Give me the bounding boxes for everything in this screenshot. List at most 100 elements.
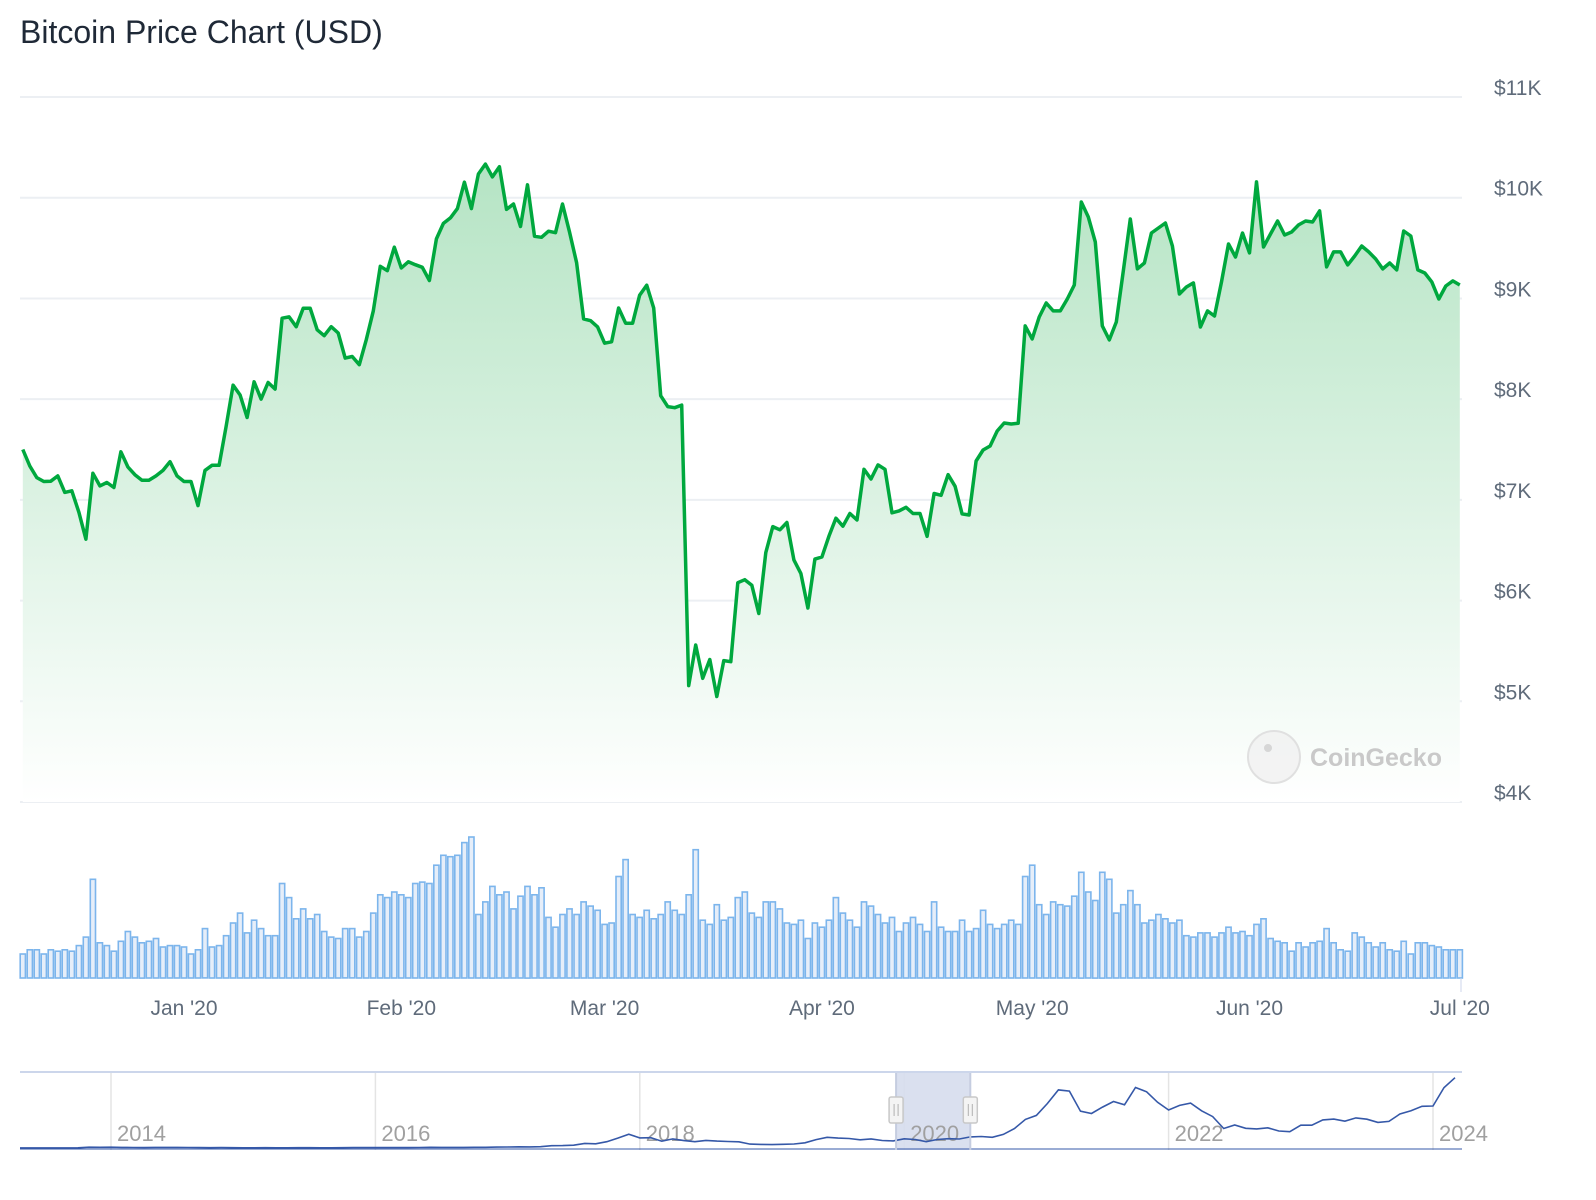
y-axis-labels: $11K $10K $9K $8K $7K $6K $5K $4K xyxy=(1494,77,1543,805)
volume-bar xyxy=(748,912,756,979)
volume-bar xyxy=(888,916,896,979)
price-line xyxy=(21,162,1461,699)
volume-bar xyxy=(1428,944,1436,979)
volume-bar xyxy=(411,882,419,979)
volume-bar xyxy=(1442,948,1450,979)
volume-bar xyxy=(460,841,468,979)
volume-bar xyxy=(923,930,931,979)
volume-bar xyxy=(559,913,566,979)
volume-bar xyxy=(264,934,272,979)
volume-bar xyxy=(615,875,622,979)
navigator-line xyxy=(20,1077,1456,1149)
volume-bar xyxy=(1176,919,1183,979)
volume-bar xyxy=(531,893,538,979)
volume-bar xyxy=(327,936,335,979)
volume-bar xyxy=(755,916,763,979)
y-tick-label: $7K xyxy=(1494,480,1531,503)
volume-bar xyxy=(159,946,167,979)
volume-bar xyxy=(292,917,300,979)
volume-bar xyxy=(685,893,693,979)
volume-bar xyxy=(552,926,559,979)
volume-bar xyxy=(467,836,475,979)
volume-bar xyxy=(811,922,819,979)
volume-bar xyxy=(524,885,531,979)
navigator-year-label: 2016 xyxy=(381,1121,430,1146)
volume-bar xyxy=(510,908,517,979)
navigator-selection[interactable] xyxy=(896,1073,971,1150)
volume-bar xyxy=(33,948,41,979)
volume-bar xyxy=(166,944,174,979)
volume-bar xyxy=(979,909,987,979)
volume-bar xyxy=(1148,919,1155,979)
coingecko-watermark: CoinGecko xyxy=(1247,730,1442,784)
y-tick-label: $11K xyxy=(1494,77,1542,100)
volume-bar xyxy=(699,919,707,979)
volume-bar xyxy=(446,855,454,979)
volume-bar xyxy=(944,930,952,979)
volume-bar xyxy=(1141,922,1148,979)
volume-bars xyxy=(19,836,1464,979)
volume-bar xyxy=(846,919,854,979)
navigator-right-handle[interactable] xyxy=(962,1073,979,1150)
volume-bar xyxy=(145,940,153,979)
volume-bar xyxy=(1155,913,1162,979)
volume-bar xyxy=(453,854,461,979)
volume-bar xyxy=(580,901,587,979)
volume-bar xyxy=(96,941,104,979)
volume-bar xyxy=(1127,889,1134,979)
volume-bar xyxy=(229,922,237,979)
volume-bar xyxy=(1211,936,1218,979)
volume-bar xyxy=(1414,941,1422,979)
volume-bar xyxy=(1239,930,1246,979)
volume-bar xyxy=(348,927,356,979)
volume-bar xyxy=(1253,923,1260,979)
handle-grip-icon[interactable] xyxy=(962,1096,979,1124)
navigator-year-label: 2022 xyxy=(1175,1121,1224,1146)
volume-bar xyxy=(1000,923,1008,979)
volume-bar xyxy=(692,848,700,979)
volume-bar xyxy=(1063,905,1071,979)
x-tick-label: Jun '20 xyxy=(1216,997,1283,1020)
volume-bar xyxy=(608,922,615,979)
volume-bar xyxy=(341,927,349,979)
navigator-left-handle[interactable] xyxy=(888,1073,904,1150)
volume-bar xyxy=(19,953,27,979)
volume-bar xyxy=(390,891,398,979)
volume-bar xyxy=(1281,941,1288,979)
volume-bar xyxy=(1056,903,1064,979)
volume-bar xyxy=(306,917,314,979)
volume-bar xyxy=(1183,934,1190,979)
volume-bar xyxy=(1295,941,1302,979)
volume-bar xyxy=(762,901,770,979)
navigator-year-label: 2014 xyxy=(117,1121,166,1146)
volume-bar xyxy=(650,917,658,979)
handle-grip-icon[interactable] xyxy=(888,1096,904,1124)
volume-bar xyxy=(874,913,882,979)
volume-bar xyxy=(1169,922,1176,979)
volume-bar xyxy=(1077,871,1085,979)
volume-bar xyxy=(657,913,665,979)
volume-bar xyxy=(1267,937,1274,979)
volume-bar xyxy=(629,913,636,979)
volume-bar xyxy=(881,922,889,979)
volume-bar xyxy=(503,891,510,979)
volume-bar xyxy=(1309,941,1316,979)
navigator-year-label: 2018 xyxy=(646,1121,695,1146)
volume-bar xyxy=(1449,948,1457,979)
y-tick-label: $6K xyxy=(1494,581,1531,604)
volume-bar xyxy=(706,923,714,979)
volume-bar xyxy=(1456,948,1464,979)
volume-bar xyxy=(1337,948,1344,979)
navigator-points xyxy=(20,1078,1455,1148)
navigator[interactable]: 2014 2016 2018 2020 2022 2024 xyxy=(20,1071,1488,1150)
volume-bar xyxy=(82,936,90,979)
x-tick-label: Apr '20 xyxy=(789,997,855,1020)
volume-bar xyxy=(832,896,840,979)
volume-bar xyxy=(1358,936,1366,979)
volume-bar xyxy=(138,941,146,979)
y-tick-label: $9K xyxy=(1494,278,1531,301)
volume-bar xyxy=(1042,913,1050,979)
volume-bar xyxy=(965,930,973,979)
volume-bar xyxy=(1351,932,1359,979)
volume-bar xyxy=(152,937,160,979)
